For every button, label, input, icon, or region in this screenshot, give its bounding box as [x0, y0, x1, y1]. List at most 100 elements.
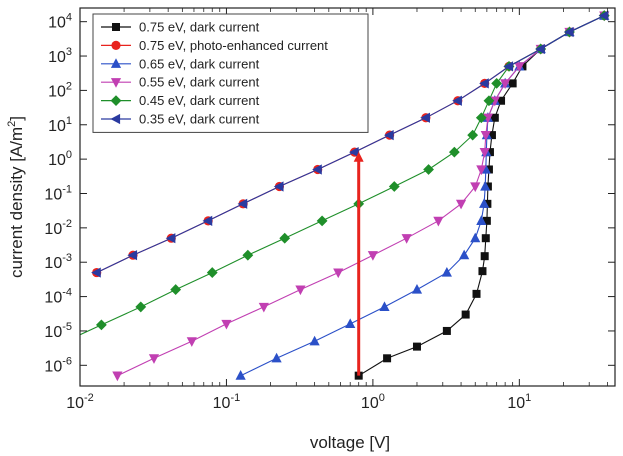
data-point: [452, 95, 462, 106]
plot-frame: [79, 7, 616, 387]
ticks-layer: 10-2 10-1 100 101 10-6 10-5 10-4 10-3 10-2 10-1 10…: [44, 8, 615, 412]
y-tick-label: 10-6: [44, 355, 72, 375]
legend-label: 0.35 eV, dark current: [139, 112, 260, 127]
data-point: [127, 250, 138, 261]
y-tick-label: 103: [48, 46, 72, 66]
data-point: [483, 95, 495, 107]
legend-entry: 0.65 eV, dark current: [101, 56, 260, 71]
data-point: [242, 249, 254, 261]
legend-label: 0.75 eV, dark current: [139, 20, 260, 35]
data-point: [485, 148, 494, 157]
data-point: [487, 131, 496, 140]
legend-entry: 0.45 eV, dark current: [101, 93, 260, 108]
series-0: [354, 11, 609, 380]
data-point: [467, 129, 479, 141]
data-point: [478, 267, 487, 276]
data-point: [235, 370, 246, 380]
series-line-0: [358, 15, 605, 377]
data-point: [484, 165, 493, 174]
legend-marker: [112, 23, 120, 31]
legend-entry: 0.75 eV, dark current: [101, 20, 260, 35]
data-point: [455, 199, 467, 210]
data-point: [470, 232, 481, 243]
data-point: [170, 284, 182, 295]
series-layer: [80, 10, 610, 382]
data-point: [401, 234, 412, 244]
data-point: [388, 181, 400, 192]
data-point: [508, 79, 517, 88]
y-tick-label: 10-2: [44, 218, 72, 238]
y-axis-label: current density [A/m2]: [6, 116, 26, 278]
data-point: [472, 289, 481, 298]
x-axis-label: voltage [V]: [310, 433, 390, 452]
data-point: [273, 181, 284, 192]
data-point: [433, 216, 444, 227]
data-point: [295, 285, 306, 296]
data-point: [479, 78, 489, 89]
legend-label: 0.75 eV, photo-enhanced current: [139, 38, 328, 53]
data-point: [258, 302, 269, 313]
data-point: [333, 268, 344, 279]
data-point: [479, 198, 490, 208]
data-point: [497, 96, 506, 105]
data-point: [448, 146, 460, 158]
data-point: [476, 165, 487, 176]
y-tick-label: 10-5: [44, 321, 72, 341]
data-point: [95, 319, 107, 331]
data-point: [379, 301, 390, 312]
x-tick-label: 101: [507, 392, 531, 412]
data-point: [345, 318, 356, 329]
y-tick-label: 10-3: [44, 252, 72, 272]
data-point: [312, 164, 322, 175]
data-point: [479, 148, 490, 158]
x-tick-label: 100: [361, 392, 385, 412]
series-line-5: [96, 15, 605, 274]
legend-entry: 0.75 eV, photo-enhanced current: [101, 38, 328, 53]
data-point: [461, 310, 470, 319]
data-point: [411, 283, 423, 294]
data-point: [563, 26, 574, 38]
data-point: [279, 232, 291, 244]
data-point: [148, 354, 160, 364]
y-tick-label: 101: [48, 115, 72, 135]
data-point: [186, 337, 197, 347]
legend-box: [92, 13, 369, 133]
series-5: [91, 10, 609, 278]
data-point: [91, 267, 101, 278]
legend-label: 0.45 eV, dark current: [139, 93, 260, 108]
data-point: [202, 215, 213, 226]
data-point: [480, 252, 489, 261]
data-point: [475, 112, 487, 124]
data-point: [367, 251, 378, 261]
legend-label: 0.55 eV, dark current: [139, 75, 260, 90]
x-tick-label: 10-2: [66, 392, 94, 412]
data-point: [598, 10, 609, 21]
data-point: [442, 326, 451, 335]
legend-entry: 0.55 eV, dark current: [101, 75, 260, 90]
legend-label: 0.65 eV, dark current: [139, 56, 260, 71]
y-tick-label: 100: [48, 149, 72, 169]
data-point: [482, 216, 491, 225]
legend-marker: [110, 113, 121, 125]
data-point: [514, 62, 525, 72]
legend-marker: [111, 40, 121, 51]
data-point: [165, 233, 176, 244]
x-tick-label: 10-1: [213, 392, 241, 412]
data-point: [459, 249, 470, 260]
data-point: [441, 266, 452, 277]
legend-entry: 0.35 eV, dark current: [101, 112, 260, 127]
data-point: [135, 301, 147, 313]
series-line-3: [117, 15, 605, 377]
data-point: [221, 319, 232, 330]
data-point: [480, 180, 491, 191]
data-point: [423, 164, 434, 175]
data-point: [491, 77, 503, 89]
data-point: [518, 62, 527, 71]
y-axis-label-sup: 2: [6, 121, 18, 127]
legend-marker: [110, 95, 122, 106]
data-point: [271, 352, 282, 363]
legend: 0.75 eV, dark current 0.75 eV, photo-enha…: [92, 13, 369, 133]
data-point: [112, 371, 123, 382]
data-point: [309, 335, 320, 346]
